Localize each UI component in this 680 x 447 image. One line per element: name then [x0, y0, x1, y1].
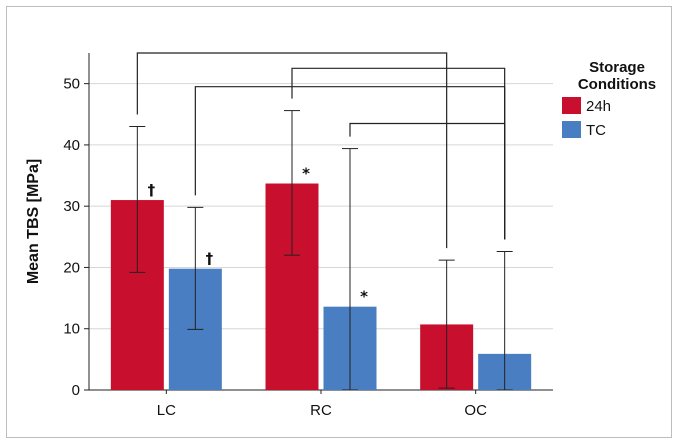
y-tick-label: 40 — [63, 137, 80, 154]
legend-swatch-tc — [562, 121, 581, 138]
significance-marker: † — [148, 181, 156, 199]
x-tick-label: RC — [310, 402, 332, 419]
y-tick-label: 50 — [63, 76, 80, 93]
legend-label: 24h — [586, 98, 611, 115]
legend-label: TC — [586, 122, 606, 139]
significance-marker: † — [206, 250, 214, 268]
y-axis-title: Mean TBS [MPa] — [25, 159, 42, 284]
y-tick-label: 10 — [63, 321, 80, 338]
bar-chart: 0 10 20 30 40 50 Mean TBS [MPa] LC RC OC † * † * Stora… — [25, 52, 656, 419]
significance-bracket — [291, 67, 506, 240]
legend-swatch-24h — [562, 97, 581, 114]
x-tick-label: LC — [157, 402, 176, 419]
figure-frame: 0 10 20 30 40 50 Mean TBS [MPa] LC RC OC † * † * Stora… — [6, 6, 672, 438]
significance-bracket — [349, 122, 506, 240]
y-tick-label: 20 — [63, 259, 80, 276]
significance-marker: * — [360, 288, 368, 306]
legend-title: Storage — [589, 59, 645, 76]
y-tick-label: 0 — [72, 382, 80, 399]
significance-bracket — [136, 52, 448, 249]
x-tick-label: OC — [464, 402, 487, 419]
y-tick-label: 30 — [63, 198, 80, 215]
legend-title: Conditions — [578, 76, 656, 93]
significance-marker: * — [302, 165, 310, 183]
